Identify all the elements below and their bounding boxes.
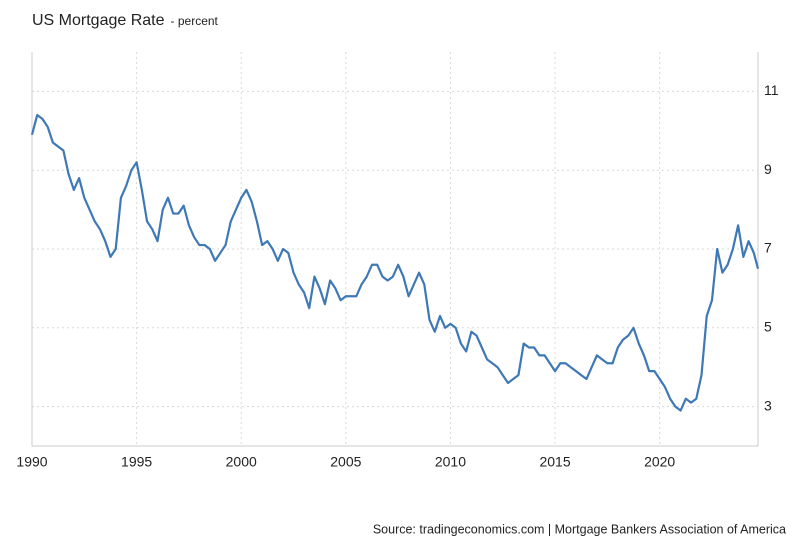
chart-title: US Mortgage Rate [32,12,165,29]
source-note: Source: tradingeconomics.com | Mortgage … [373,522,786,536]
x-tick-label: 2000 [226,454,257,470]
data-line [30,113,760,412]
y-tick-label: 3 [764,397,772,413]
x-tick-label: 1990 [16,454,47,470]
x-tick-label: 1995 [121,454,152,470]
chart-subtitle: - percent [171,14,219,28]
y-tick-label: 11 [764,82,779,98]
x-tick-label: 2020 [644,454,675,470]
x-tick-label: 2010 [435,454,466,470]
y-tick-label: 7 [764,240,772,256]
x-tick-label: 2005 [330,454,361,470]
y-tick-label: 9 [764,161,772,177]
y-tick-label: 5 [764,319,772,335]
x-tick-label: 2015 [539,454,570,470]
